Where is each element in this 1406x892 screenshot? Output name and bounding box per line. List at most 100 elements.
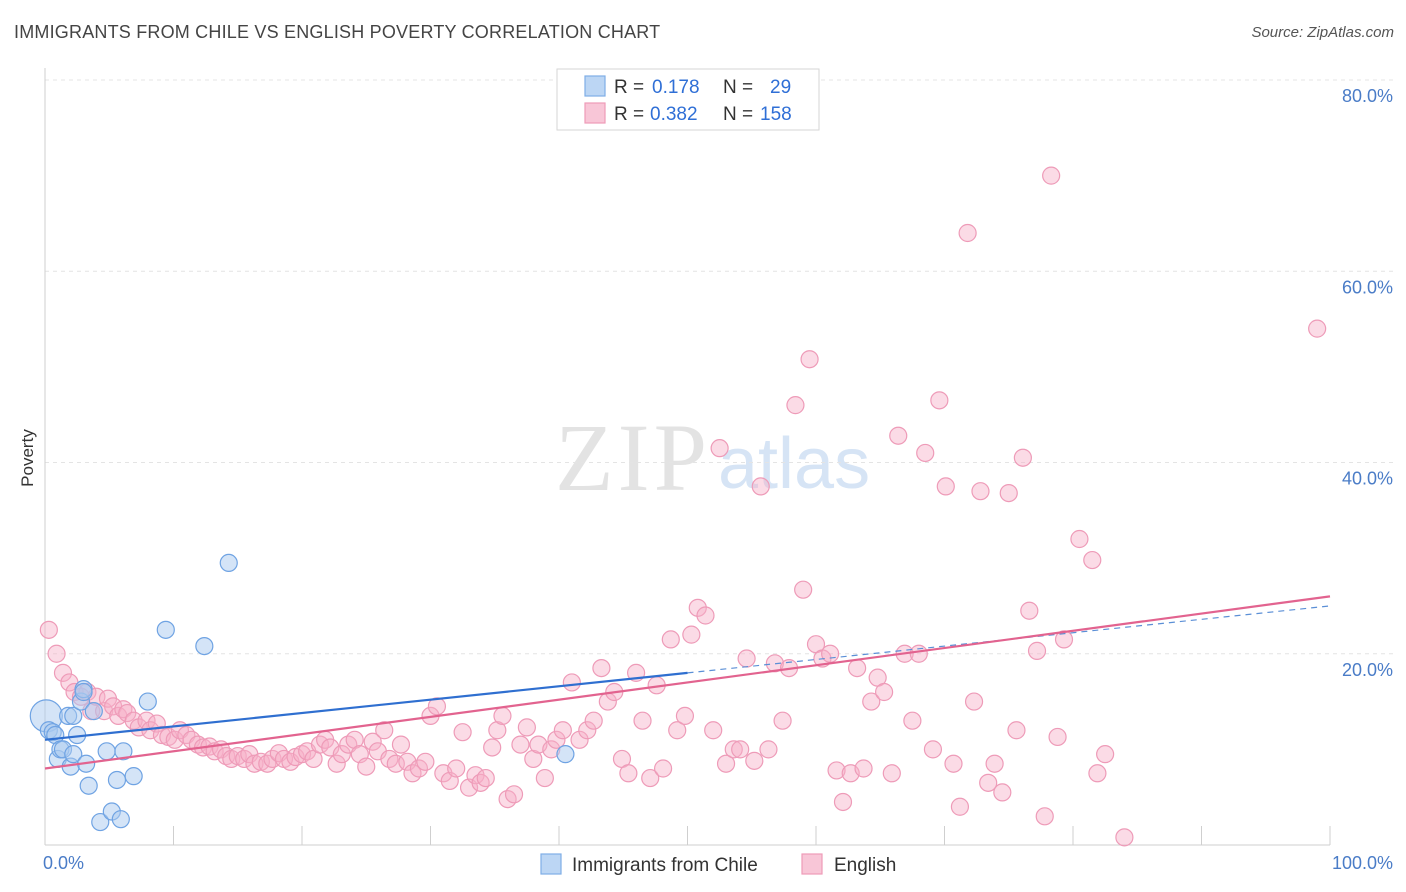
- english-point: [327, 754, 346, 773]
- english-point: [524, 749, 543, 769]
- y-axis-label: Poverty: [18, 429, 37, 487]
- legend: R = 0.178 N = 29 R = 0.382 N = 158: [556, 68, 820, 131]
- english-point: [592, 658, 611, 678]
- english-point: [704, 721, 723, 740]
- gridlines: [45, 79, 1394, 655]
- english-point: [903, 711, 922, 730]
- english-point: [696, 606, 715, 625]
- chile-point: [64, 706, 83, 726]
- english-point: [827, 761, 846, 780]
- chile-point: [556, 745, 575, 764]
- english-point: [633, 711, 652, 730]
- english-point: [936, 477, 955, 496]
- english-point: [737, 649, 756, 668]
- chart-title: IMMIGRANTS FROM CHILE VS ENGLISH POVERTY…: [14, 22, 661, 42]
- english-point: [357, 757, 376, 776]
- chile-trend-line: [44, 671, 688, 741]
- english-point: [889, 426, 908, 445]
- english-point: [1007, 721, 1026, 740]
- english-point: [447, 759, 466, 778]
- english-point: [511, 735, 530, 754]
- legend-n-value-english: 158: [760, 104, 792, 125]
- chile-point: [84, 702, 103, 721]
- x-tick-label: 100.0%: [1332, 853, 1393, 873]
- english-point: [848, 658, 867, 678]
- chile-point: [64, 745, 83, 764]
- english-point: [1027, 641, 1047, 660]
- legend-r-label-chile: R =: [614, 77, 644, 98]
- chile-point: [107, 770, 127, 790]
- english-point: [751, 477, 770, 496]
- english-point: [493, 706, 512, 726]
- chile-point: [114, 742, 133, 761]
- english-point: [1096, 745, 1115, 764]
- english-trend-line: [44, 595, 1331, 770]
- legend-swatch-english: [584, 102, 606, 124]
- english-point: [930, 391, 949, 410]
- english-point: [724, 740, 743, 759]
- chile-point: [79, 776, 98, 795]
- english-point: [504, 785, 524, 804]
- legend-r-label-english: R =: [614, 104, 644, 125]
- english-point: [821, 644, 840, 663]
- english-point: [668, 721, 687, 740]
- english-point: [710, 439, 729, 458]
- english-point: [427, 697, 447, 716]
- chile-point: [156, 620, 175, 639]
- english-point: [1013, 448, 1032, 467]
- english-point: [985, 754, 1004, 773]
- english-point: [578, 721, 597, 740]
- tick-labels: 20.0% 40.0% 60.0% 80.0% 0.0% 100.0%: [43, 86, 1393, 873]
- english-point: [854, 759, 873, 778]
- chile-point: [97, 742, 116, 761]
- y-tick-label: 60.0%: [1342, 277, 1393, 297]
- english-point: [1070, 529, 1089, 549]
- english-point: [971, 482, 990, 501]
- bottom-legend-swatch-chile: [540, 853, 562, 875]
- chile-point: [195, 636, 214, 656]
- english-point: [653, 759, 673, 778]
- y-tick-label: 20.0%: [1342, 660, 1393, 680]
- english-point: [944, 754, 963, 773]
- english-point: [661, 630, 680, 649]
- english-point: [535, 768, 554, 788]
- english-point: [1020, 601, 1039, 620]
- english-point: [391, 735, 411, 754]
- english-point: [688, 598, 707, 617]
- english-point: [375, 721, 394, 740]
- english-point: [409, 759, 429, 778]
- english-point: [794, 580, 813, 599]
- chile-points: [29, 553, 575, 832]
- english-point: [800, 350, 819, 369]
- english-point: [1042, 166, 1061, 185]
- english-point: [786, 396, 805, 415]
- english-point: [584, 711, 603, 730]
- english-point: [916, 443, 935, 463]
- bottom-legend-swatch-english: [801, 853, 823, 875]
- english-point: [773, 711, 792, 730]
- english-point: [745, 751, 764, 770]
- english-point: [993, 783, 1012, 802]
- english-points: [39, 166, 1327, 847]
- english-point: [923, 740, 943, 759]
- legend-n-label-chile: N =: [723, 77, 753, 98]
- english-point: [1115, 828, 1134, 847]
- english-point: [875, 682, 894, 702]
- english-point: [398, 752, 417, 771]
- legend-n-label-english: N =: [723, 104, 753, 125]
- chile-point: [138, 692, 157, 711]
- english-point: [1083, 550, 1102, 570]
- english-point: [321, 738, 340, 757]
- english-point: [547, 730, 566, 749]
- english-point: [47, 644, 66, 663]
- english-point: [979, 773, 998, 792]
- english-point: [251, 752, 270, 771]
- english-point: [950, 797, 970, 816]
- chile-point: [111, 810, 130, 829]
- english-point: [292, 745, 312, 764]
- english-point: [53, 663, 73, 682]
- english-point: [570, 730, 589, 749]
- english-point: [488, 721, 507, 740]
- source-label: Source: ZipAtlas.com: [1251, 24, 1394, 41]
